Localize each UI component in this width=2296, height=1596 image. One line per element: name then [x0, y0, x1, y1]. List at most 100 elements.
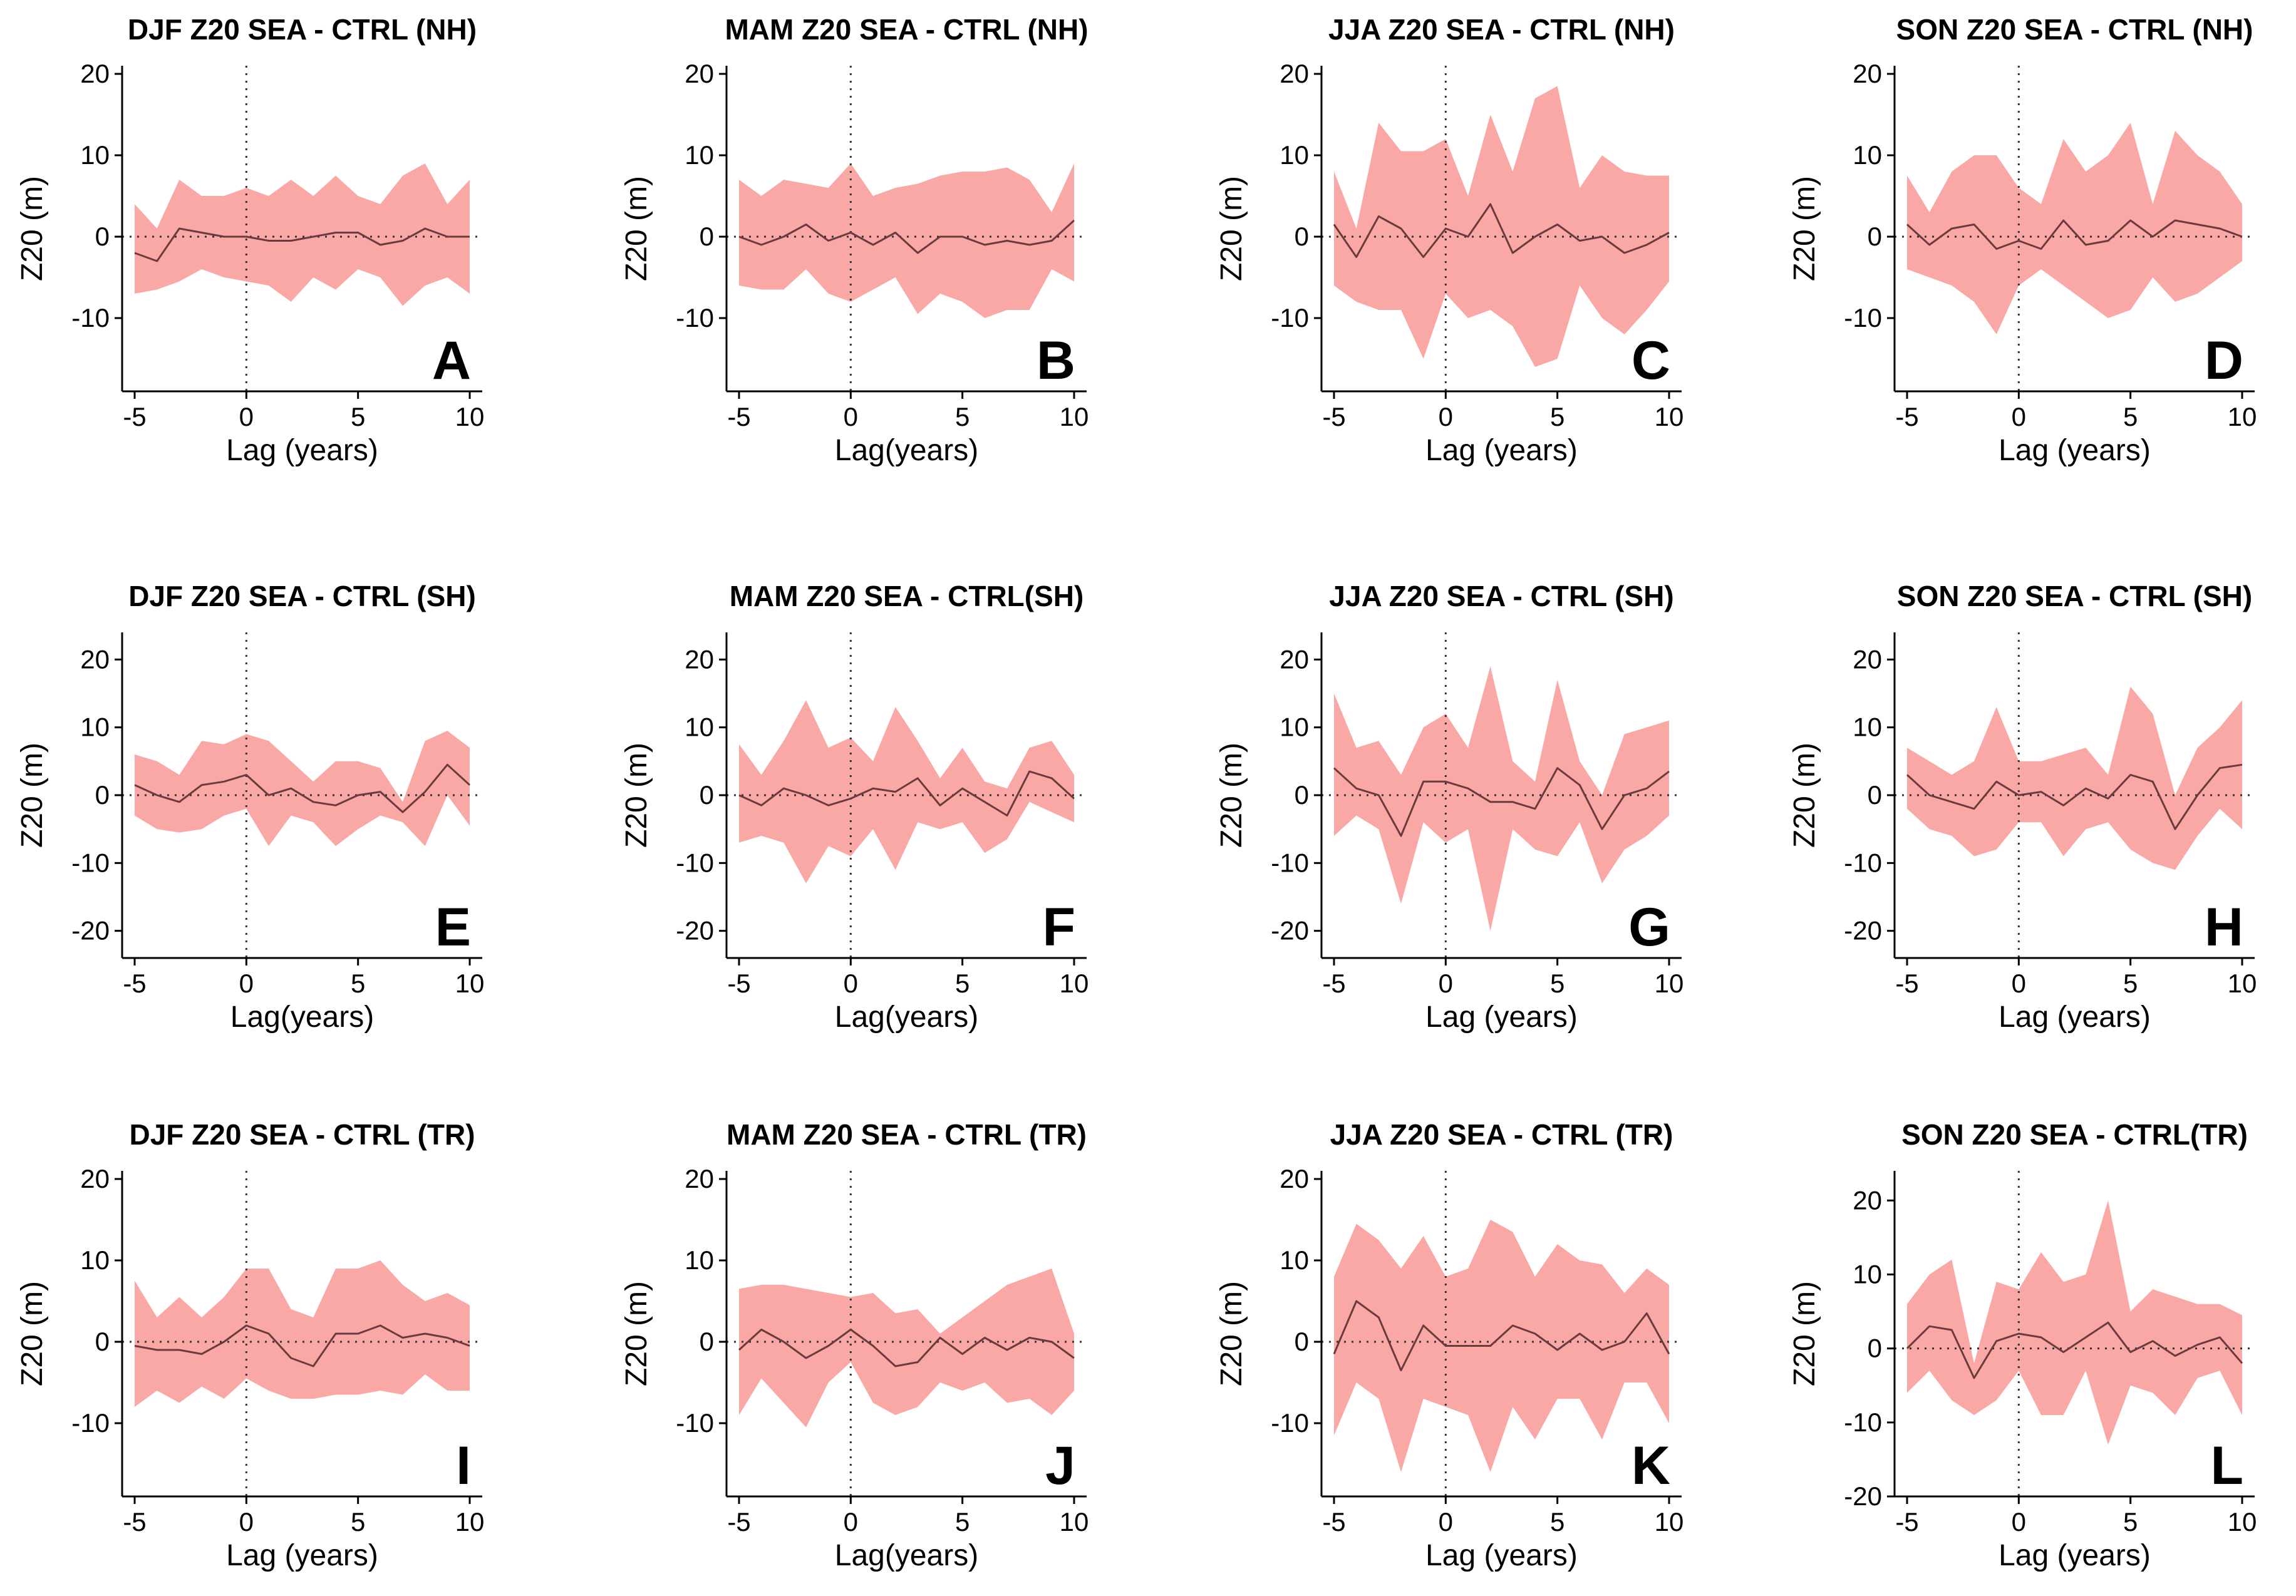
- x-axis-label: Lag (years): [226, 434, 378, 467]
- x-tick-label: -5: [1322, 402, 1345, 431]
- x-axis-label: Lag (years): [1999, 434, 2151, 467]
- x-tick-label: 10: [1655, 969, 1684, 998]
- x-axis-label: Lag (years): [226, 1539, 378, 1572]
- y-tick-label: -20: [676, 916, 714, 945]
- y-tick-label: 10: [685, 1245, 714, 1275]
- x-tick-label: 10: [2228, 402, 2257, 431]
- x-tick-label: 5: [1550, 1507, 1564, 1537]
- y-tick-label: 20: [685, 1164, 714, 1193]
- y-tick-label: -10: [676, 848, 714, 877]
- panel-letter: C: [1632, 331, 1670, 391]
- y-tick-label: 0: [95, 1327, 110, 1356]
- confidence-band: [739, 700, 1074, 883]
- y-tick-label: 20: [1853, 1185, 1882, 1215]
- y-tick-label: 10: [1853, 713, 1882, 742]
- x-tick-label: -5: [727, 969, 750, 998]
- y-axis-label: Z20 (m): [1215, 743, 1248, 848]
- panel-letter: I: [456, 1436, 471, 1496]
- x-tick-label: 10: [1060, 969, 1089, 998]
- x-tick-label: -5: [1895, 969, 1918, 998]
- x-tick-label: 10: [1060, 402, 1089, 431]
- panel-c: JJA Z20 SEA - CTRL (NH) -5 0 5 10 -10 0 10 20 Lag…: [1215, 13, 1683, 467]
- y-tick-label: -10: [1271, 1408, 1309, 1438]
- panel-g: JJA Z20 SEA - CTRL (SH) -5 0 5 10 -20 -10 0 10 20…: [1215, 580, 1683, 1034]
- confidence-band: [1334, 1220, 1669, 1472]
- mean-series-line: [1333, 203, 1670, 258]
- y-tick-label: -20: [1844, 1481, 1882, 1511]
- y-axis-label: Z20 (m): [1215, 176, 1248, 281]
- mean-series-line: [738, 1329, 1075, 1367]
- x-axis-label: Lag (years): [1999, 1001, 2151, 1034]
- x-tick-label: 5: [955, 969, 970, 998]
- x-tick-label: 0: [239, 1507, 254, 1537]
- x-tick-label: 10: [1655, 402, 1684, 431]
- y-axis-label: Z20 (m): [1788, 176, 1821, 281]
- x-tick-label: 0: [1439, 402, 1453, 431]
- panel-letter: D: [2205, 331, 2243, 391]
- y-tick-label: 20: [1280, 644, 1309, 674]
- y-tick-label: 0: [1868, 780, 1882, 810]
- panel-k: JJA Z20 SEA - CTRL (TR) -5 0 5 10 -10 0 10 20 Lag…: [1215, 1118, 1683, 1572]
- x-tick-label: 0: [2012, 1507, 2026, 1537]
- y-axis-label: Z20 (m): [16, 743, 49, 848]
- y-tick-label: 20: [685, 59, 714, 88]
- x-tick-label: 0: [1439, 969, 1453, 998]
- x-tick-label: 10: [2228, 1507, 2257, 1537]
- y-tick-label: -10: [676, 303, 714, 332]
- x-tick-label: 5: [955, 402, 970, 431]
- x-tick-label: 10: [455, 969, 485, 998]
- x-tick-label: 0: [2012, 969, 2026, 998]
- x-tick-label: 0: [2012, 402, 2026, 431]
- x-tick-label: 5: [1550, 402, 1564, 431]
- confidence-band: [135, 731, 470, 847]
- panel-e: DJF Z20 SEA - CTRL (SH) -5 0 5 10 -20 -10 0 10 20…: [16, 580, 484, 1034]
- panel-letter: K: [1632, 1436, 1670, 1496]
- y-tick-label: -10: [1844, 848, 1882, 877]
- mean-series-line: [1906, 219, 2243, 250]
- y-tick-label: 0: [1868, 222, 1882, 251]
- y-tick-label: 20: [80, 59, 110, 88]
- panel-letter: A: [432, 331, 471, 391]
- y-tick-label: 0: [1295, 222, 1309, 251]
- y-tick-label: 0: [700, 1327, 714, 1356]
- panel-title: DJF Z20 SEA - CTRL (SH): [128, 580, 476, 612]
- x-tick-label: -5: [1895, 402, 1918, 431]
- y-tick-label: 10: [80, 713, 110, 742]
- y-axis-label: Z20 (m): [16, 176, 49, 281]
- x-tick-label: 10: [455, 1507, 485, 1537]
- x-tick-label: 0: [239, 402, 254, 431]
- x-tick-label: 5: [2123, 969, 2138, 998]
- y-tick-label: 10: [80, 140, 110, 170]
- x-axis-label: Lag(years): [230, 1001, 374, 1034]
- y-axis-label: Z20 (m): [1215, 1281, 1248, 1386]
- y-tick-label: -20: [1844, 916, 1882, 945]
- y-axis-label: Z20 (m): [1788, 743, 1821, 848]
- x-tick-label: 5: [351, 969, 365, 998]
- panel-title: MAM Z20 SEA - CTRL(SH): [730, 580, 1084, 612]
- x-axis-label: Lag(years): [835, 434, 978, 467]
- y-tick-label: 10: [1280, 140, 1309, 170]
- panel-f: MAM Z20 SEA - CTRL(SH) -5 0 5 10 -20 -10 0 10 20 L…: [620, 580, 1089, 1034]
- y-tick-label: -10: [676, 1408, 714, 1438]
- panel-a: DJF Z20 SEA - CTRL (NH) -5 0 5 10 -10 0 10 20 Lag…: [16, 13, 484, 467]
- y-tick-label: 10: [1853, 1259, 1882, 1289]
- x-tick-label: -5: [123, 402, 146, 431]
- y-tick-label: -10: [71, 848, 110, 877]
- x-tick-label: 0: [1439, 1507, 1453, 1537]
- panel-d: SON Z20 SEA - CTRL (NH) -5 0 5 10 -10 0 10 20 Lag…: [1788, 13, 2257, 467]
- panel-l: SON Z20 SEA - CTRL(TR) -5 0 5 10 -20 -10 0 10 20 L…: [1788, 1118, 2257, 1572]
- x-tick-label: 5: [2123, 402, 2138, 431]
- panel-letter: E: [435, 897, 471, 957]
- x-tick-label: 5: [351, 1507, 365, 1537]
- x-tick-label: -5: [123, 1507, 146, 1537]
- y-tick-label: -10: [71, 303, 110, 332]
- confidence-band: [135, 1260, 470, 1407]
- y-tick-label: 0: [1295, 780, 1309, 810]
- panel-letter: G: [1628, 897, 1670, 957]
- y-tick-label: -10: [71, 1408, 110, 1438]
- confidence-band: [1907, 686, 2242, 870]
- x-tick-label: -5: [123, 969, 146, 998]
- y-tick-label: 0: [95, 222, 110, 251]
- x-tick-label: 0: [844, 1507, 858, 1537]
- panel-i: DJF Z20 SEA - CTRL (TR) -5 0 5 10 -10 0 10 20 Lag…: [16, 1118, 484, 1572]
